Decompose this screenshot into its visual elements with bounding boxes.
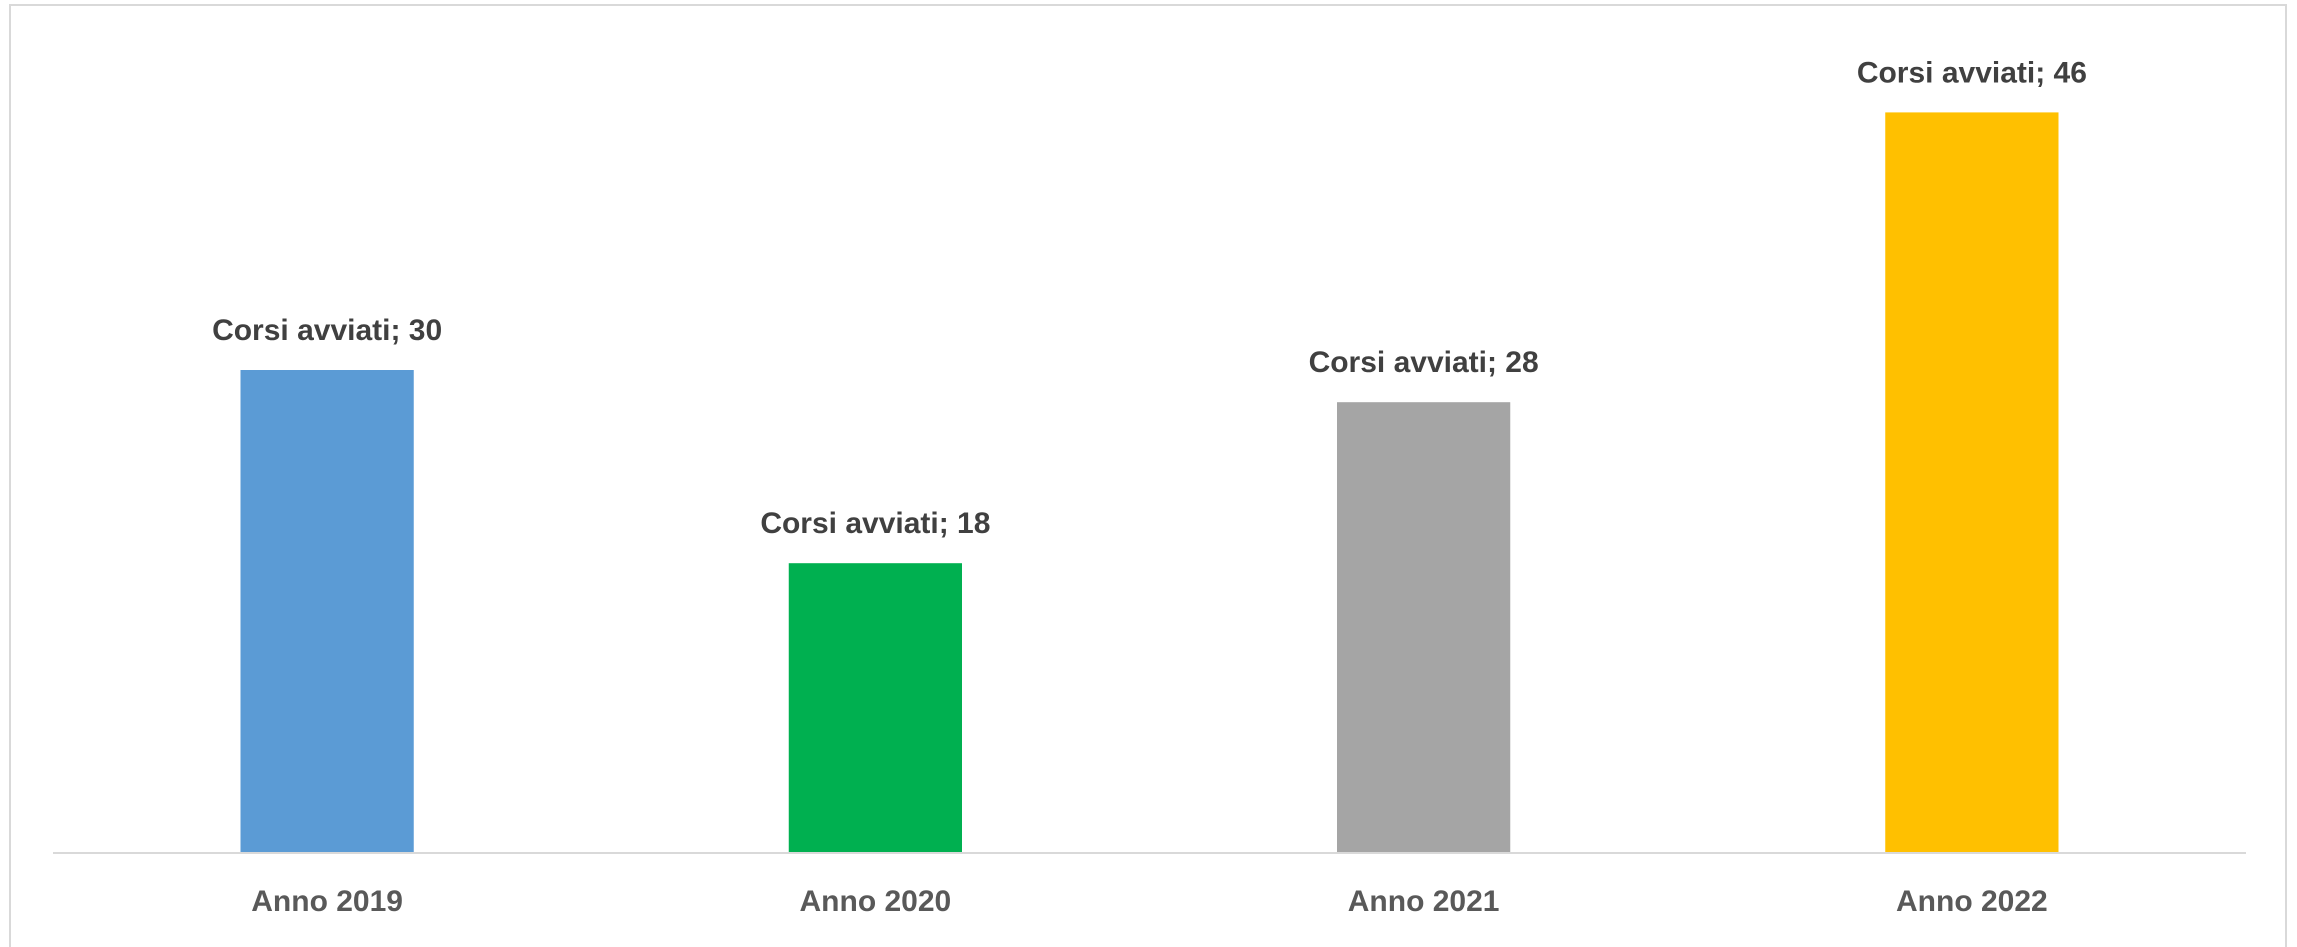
bar	[788, 563, 962, 853]
bar	[1885, 112, 2059, 853]
data-label: Corsi avviati; 18	[760, 507, 990, 540]
x-tick-label: Anno 2022	[1896, 885, 2048, 918]
x-tick-label: Anno 2019	[251, 885, 403, 918]
data-label: Corsi avviati; 30	[212, 314, 442, 347]
bar	[1337, 402, 1511, 853]
x-tick-label: Anno 2020	[800, 885, 952, 918]
chart-frame	[9, 4, 2287, 947]
data-label: Corsi avviati; 46	[1857, 56, 2087, 89]
bar	[240, 370, 414, 853]
data-label: Corsi avviati; 28	[1309, 346, 1539, 379]
x-tick-label: Anno 2021	[1348, 885, 1500, 918]
